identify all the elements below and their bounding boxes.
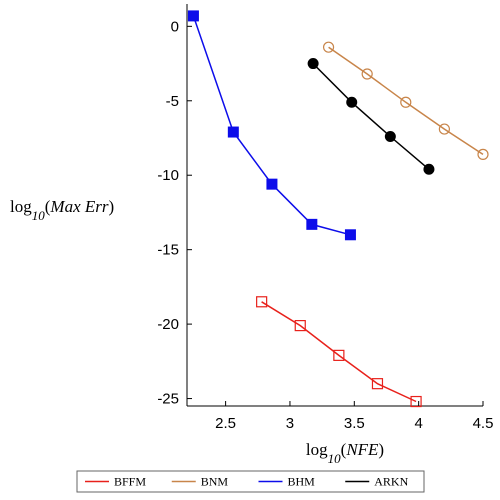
data-point-bffm-2 <box>333 349 345 361</box>
series-bffm <box>256 296 422 408</box>
x-tick-label-2: 3.5 <box>344 415 365 432</box>
data-point-bffm-1 <box>294 320 306 332</box>
y-axis-title: log10(Max Err) <box>10 197 114 223</box>
data-point-bnm-0 <box>322 41 335 53</box>
data-point-bffm-4 <box>410 395 422 408</box>
x-tick-label-3: 4 <box>414 415 422 432</box>
series-line-bnm <box>328 46 484 156</box>
y-tick-label-1: -5 <box>166 93 179 110</box>
data-point-bhm-3 <box>306 218 318 230</box>
legend-box <box>76 470 425 493</box>
x-axis-title: log10(NFE) <box>306 440 384 466</box>
series-bhm <box>187 10 356 241</box>
data-point-bhm-0 <box>187 10 199 22</box>
x-tick-label-0: 2.5 <box>215 415 236 432</box>
series-line-bhm <box>192 15 351 236</box>
data-point-bnm-4 <box>477 148 489 160</box>
data-point-bffm-0 <box>256 296 268 308</box>
x-tick-label-1: 3 <box>286 415 294 432</box>
series-layer <box>187 10 489 408</box>
data-point-arkn-2 <box>384 131 396 143</box>
series-line-arkn <box>312 63 430 170</box>
series-bnm <box>322 41 489 160</box>
y-tick-label-4: -20 <box>157 316 179 333</box>
y-tick-label-2: -10 <box>157 167 179 184</box>
data-point-bhm-4 <box>344 229 356 241</box>
legend-label-bhm: BHM <box>288 475 316 489</box>
y-tick-label-5: -25 <box>157 391 179 408</box>
legend: BFFM BNM BHM ARKN <box>76 470 425 493</box>
y-tick-label-3: -15 <box>157 242 179 259</box>
series-line-bffm <box>261 301 417 403</box>
legend-label-arkn: ARKN <box>374 475 408 489</box>
series-arkn <box>307 58 435 175</box>
legend-label-bffm: BFFM <box>114 475 146 489</box>
axes <box>186 4 483 407</box>
ticks: 2.5 3 3.5 4 4.5 0 -5 -10 -15 -20 -25 <box>157 18 493 432</box>
data-point-bnm-3 <box>438 123 450 135</box>
legend-label-bnm: BNM <box>201 475 229 489</box>
data-point-arkn-3 <box>423 163 435 175</box>
y-tick-label-0: 0 <box>171 18 179 35</box>
data-point-bffm-3 <box>371 378 384 390</box>
x-tick-label-4: 4.5 <box>473 415 494 432</box>
data-point-bnm-2 <box>400 96 412 108</box>
data-point-bnm-1 <box>361 68 373 80</box>
data-point-bhm-2 <box>266 178 278 190</box>
data-point-arkn-0 <box>307 58 319 70</box>
data-point-arkn-1 <box>346 96 358 108</box>
data-point-bhm-1 <box>227 126 239 138</box>
